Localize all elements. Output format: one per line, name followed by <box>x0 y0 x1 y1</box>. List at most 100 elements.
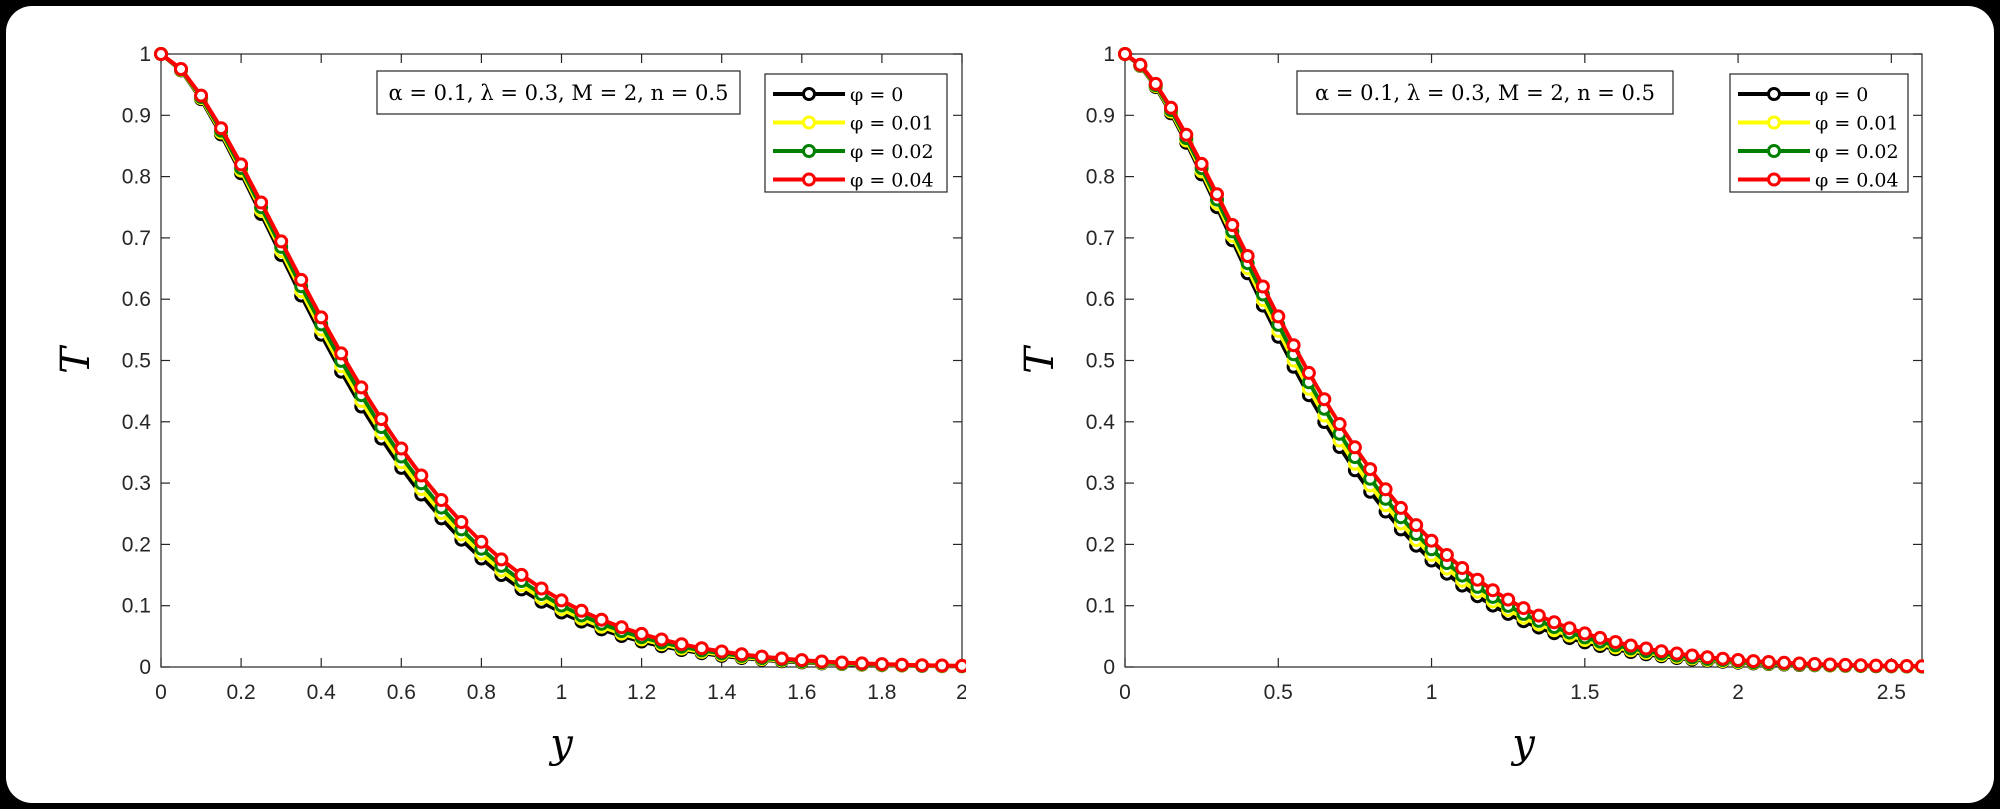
data-point <box>654 632 669 647</box>
data-point <box>174 62 188 76</box>
y-tick-label: 0.2 <box>122 533 151 556</box>
x-tick-label: 0.8 <box>467 681 496 704</box>
data-point <box>1317 392 1332 407</box>
data-point <box>1715 651 1730 666</box>
parameter-annotation: α = 0.1, λ = 0.3, M = 2, n = 0.5 <box>1315 81 1655 105</box>
data-point <box>1623 638 1638 653</box>
data-point <box>594 612 609 627</box>
data-point <box>1439 548 1454 562</box>
data-point <box>194 88 209 103</box>
data-point <box>1455 561 1470 575</box>
y-tick-label: 0.8 <box>1086 166 1115 189</box>
data-point <box>1669 646 1684 661</box>
data-point <box>314 310 329 325</box>
y-tick-label: 0.4 <box>1086 411 1116 434</box>
legend-marker <box>802 115 816 130</box>
data-point <box>1501 592 1516 607</box>
legend-marker <box>802 172 816 187</box>
data-point <box>1148 76 1163 91</box>
legend-label: φ = 0.01 <box>1815 113 1899 135</box>
data-point <box>1332 417 1347 431</box>
data-point <box>1593 630 1608 645</box>
data-point <box>474 534 489 549</box>
data-point <box>1470 572 1485 587</box>
y-tick-label: 1 <box>139 43 151 66</box>
data-point <box>1255 279 1270 294</box>
data-point <box>274 234 289 249</box>
data-point <box>1562 621 1577 636</box>
data-point <box>894 657 909 672</box>
data-point <box>854 656 869 671</box>
x-tick-label: 2 <box>956 681 966 704</box>
data-point <box>1225 218 1240 232</box>
x-tick-label: 1 <box>556 681 568 704</box>
legend-marker <box>802 144 816 158</box>
legend-marker <box>802 87 816 101</box>
y-tick-label: 0 <box>139 656 151 679</box>
y-tick-label: 0.9 <box>1086 104 1115 127</box>
data-point <box>1409 518 1424 533</box>
data-point <box>1792 656 1807 671</box>
figure-frame: 0 0.1 0.2 0.3 0.4 0.5 0.6 0.7 0.8 0.9 1 0 0.2 0.4 0.6 0… <box>6 6 1994 803</box>
data-point <box>1639 641 1654 656</box>
parameter-annotation-box <box>376 70 741 115</box>
data-point <box>234 157 249 172</box>
data-point <box>1777 655 1792 670</box>
data-point <box>874 657 889 672</box>
data-point <box>1915 659 1924 674</box>
data-point <box>955 658 966 673</box>
data-point <box>294 272 309 287</box>
data-point <box>1363 462 1378 477</box>
data-point <box>1424 533 1439 548</box>
data-point <box>1179 127 1194 142</box>
x-tick-label: 0 <box>155 681 167 704</box>
series-3 <box>1118 47 1924 674</box>
data-point <box>774 651 789 666</box>
data-point <box>1700 650 1715 665</box>
data-point <box>1869 658 1883 673</box>
y-axis-label: T <box>1017 344 1063 374</box>
legend-marker <box>1767 172 1781 187</box>
data-point <box>1210 187 1224 202</box>
legend-label: φ = 0.02 <box>1815 141 1899 163</box>
chart-right: 0 0.1 0.2 0.3 0.4 0.5 0.6 0.7 0.8 0.9 1 0 0.5 1 1.5 2 2.… <box>1017 43 1924 767</box>
y-tick-label: 0.1 <box>1086 595 1115 618</box>
data-point <box>1731 653 1746 667</box>
x-tick-label: 0.2 <box>226 681 255 704</box>
data-point <box>1899 659 1914 673</box>
data-point <box>1531 608 1546 623</box>
x-tick-label: 0.6 <box>387 681 416 704</box>
legend-label: φ = 0 <box>1815 84 1868 106</box>
y-tick-label: 0.5 <box>1086 350 1115 373</box>
data-point <box>514 567 529 582</box>
data-point <box>1884 658 1899 673</box>
data-point <box>1838 657 1853 672</box>
x-tick-label: 2 <box>1732 681 1744 704</box>
legend-label: φ = 0.04 <box>1815 170 1899 192</box>
data-point <box>494 552 509 567</box>
data-point <box>834 655 849 670</box>
data-point <box>694 641 709 656</box>
data-point <box>214 121 229 136</box>
y-tick-label: 0.7 <box>1086 227 1115 250</box>
y-tick-label: 0.6 <box>1086 288 1115 311</box>
y-tick-label: 0.2 <box>1086 533 1115 556</box>
data-point <box>574 603 589 618</box>
data-point <box>1118 47 1132 61</box>
data-point <box>1347 440 1362 455</box>
x-axis-label: y <box>548 721 574 767</box>
data-point <box>394 441 409 456</box>
y-tick-label: 0.9 <box>122 104 151 127</box>
data-point <box>734 647 749 662</box>
data-point <box>534 581 549 596</box>
x-tick-label: 0 <box>1119 681 1131 704</box>
data-point <box>554 593 569 608</box>
y-tick-label: 0.5 <box>122 350 151 373</box>
data-point <box>414 468 429 483</box>
x-tick-label: 1 <box>1426 681 1438 704</box>
x-tick-label: 1.5 <box>1570 681 1599 704</box>
y-tick-label: 0.7 <box>122 227 151 250</box>
x-axis-label: y <box>1510 721 1536 767</box>
y-tick-label: 1 <box>1103 43 1115 66</box>
data-point <box>915 658 929 673</box>
